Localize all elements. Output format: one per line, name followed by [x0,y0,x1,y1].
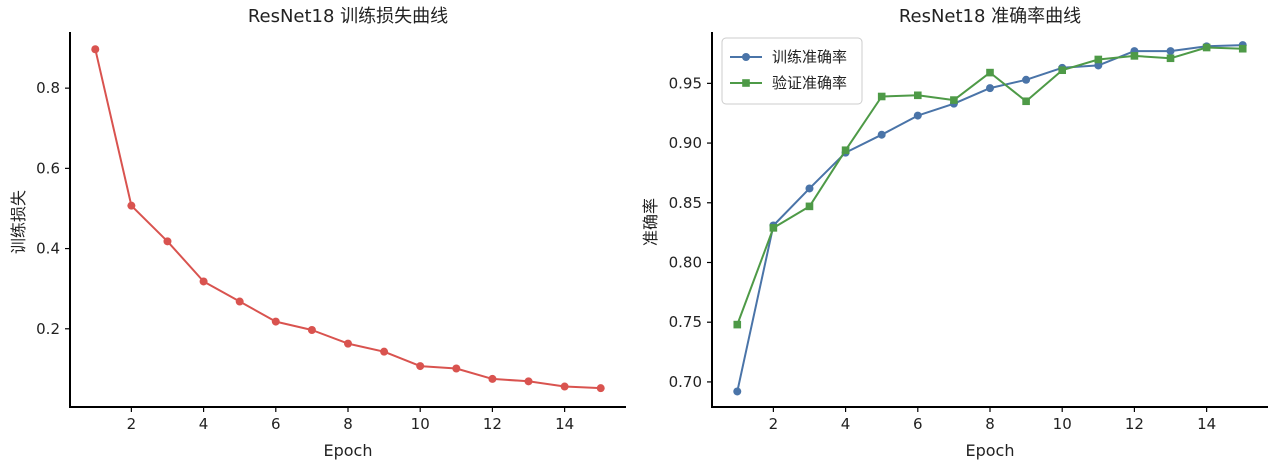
loss-chart-series-0-point [307,325,316,334]
accuracy-chart-series-1-point [1058,66,1067,75]
accuracy-chart-y-tick-label: 0.75 [669,313,702,331]
accuracy-chart-series-1-point [913,91,922,100]
loss-chart-series-0-point [271,317,280,326]
loss-chart-title: ResNet18 训练损失曲线 [248,6,448,27]
loss-chart-series-0-point [235,297,244,306]
loss-chart-x-tick-label: 6 [271,415,281,433]
loss-chart-series-0-line [94,48,601,390]
accuracy-chart-x-tick-label: 8 [985,415,995,433]
accuracy-chart-axes: 2 4 6 8 10 12 14 0.70 0.75 0.80 0.85 0.90 0.95 [669,32,1268,433]
accuracy-chart-series-1-point [769,224,778,232]
accuracy-chart-title: ResNet18 准确率曲线 [899,6,1081,27]
accuracy-chart-series-0-point [1166,47,1175,56]
accuracy-chart-x-tick-label: 10 [1053,415,1072,433]
accuracy-chart-legend-swatch-marker [742,79,750,87]
loss-chart-x-tick-label: 10 [411,415,430,433]
loss-chart-x-tick-label: 12 [483,415,502,433]
loss-chart-series-0-point [416,362,425,371]
accuracy-chart-series-1-point [1238,44,1247,53]
accuracy-chart-series-1-point [1166,54,1175,63]
accuracy-chart-x-tick-label: 4 [841,415,851,433]
loss-chart-xlabel: Epoch [324,441,373,460]
accuracy-chart-series-1-point [1022,97,1030,106]
accuracy-chart-panel: ResNet18 准确率曲线 Epoch 准确率 2 4 6 8 10 12 14 0.70 0… [641,6,1268,460]
loss-chart-x-tick-label: 2 [127,415,137,433]
loss-chart-series-0-point [380,347,389,356]
accuracy-chart-series-1-point [877,92,886,101]
accuracy-chart-y-tick-label: 0.95 [669,74,702,92]
accuracy-chart-y-tick-label: 0.80 [669,253,702,271]
accuracy-chart-x-tick-label: 2 [769,415,779,433]
accuracy-chart-legend-box [721,37,863,105]
accuracy-chart-ylabel: 准确率 [641,198,660,246]
accuracy-chart-series-1-point [986,68,994,77]
accuracy-chart-y-tick-label: 0.90 [669,134,702,152]
accuracy-chart-series-0-point [877,130,886,139]
loss-chart-y-tick-label: 0.2 [36,320,60,338]
loss-chart-y-tick-label: 0.6 [36,159,60,177]
accuracy-chart-series-0-point [913,111,922,120]
loss-chart-series-0-point [163,237,172,246]
accuracy-chart-x-tick-label: 12 [1125,415,1144,433]
loss-chart-y-tick-label: 0.4 [36,240,60,258]
loss-chart-marks [91,45,605,393]
loss-chart-series-0-point [452,364,461,373]
loss-chart-y-tick-label: 0.8 [36,79,60,97]
accuracy-chart-series-1-point [1094,55,1103,64]
accuracy-chart-series-1-point [733,320,742,329]
accuracy-chart-series-0-point [805,184,814,193]
loss-chart-series-0-point [127,201,136,210]
loss-chart-ylabel: 训练损失 [9,190,28,254]
loss-chart-axes: 2 4 6 8 10 12 14 0.2 0.4 0.6 0.8 [36,32,626,433]
accuracy-chart-series-0-point [1022,75,1031,84]
accuracy-chart-series-1-point [1130,52,1139,60]
accuracy-chart-series-0-point [986,84,994,93]
accuracy-chart-series-0-point [1094,61,1103,70]
accuracy-chart-x-tick-label: 6 [913,415,923,433]
accuracy-chart-legend-label: 训练准确率 [772,48,847,66]
loss-chart-series-0-point [91,45,100,54]
accuracy-chart-x-tick-label: 14 [1197,415,1216,433]
loss-chart-panel: ResNet18 训练损失曲线 Epoch 训练损失 2 4 6 8 10 12 14 0.2… [9,6,626,460]
accuracy-chart-series-1-point [1202,43,1211,52]
loss-chart-x-tick-label: 4 [199,415,209,433]
loss-chart-series-0-point [560,382,569,391]
accuracy-chart-series-1-point [841,146,850,155]
accuracy-chart-y-tick-label: 0.70 [669,373,702,391]
accuracy-chart-xlabel: Epoch [966,441,1015,460]
loss-chart-series-0-point [344,339,352,348]
loss-chart-x-tick-label: 14 [555,415,574,433]
accuracy-chart-legend-label: 验证准确率 [772,74,847,92]
accuracy-chart-series-0-point [733,387,742,396]
loss-chart-x-tick-label: 8 [343,415,353,433]
accuracy-chart-marks [733,41,1247,396]
accuracy-chart-y-tick-label: 0.85 [669,194,702,212]
accuracy-chart-legend-swatch-marker [742,53,750,61]
loss-chart-series-0-point [524,377,533,386]
loss-chart-series-0-point [596,384,605,393]
accuracy-chart-series-1-point [950,96,958,104]
loss-chart-series-0-point [488,374,497,383]
accuracy-chart-series-1-point [805,202,814,211]
loss-chart-series-0-point [199,277,208,286]
